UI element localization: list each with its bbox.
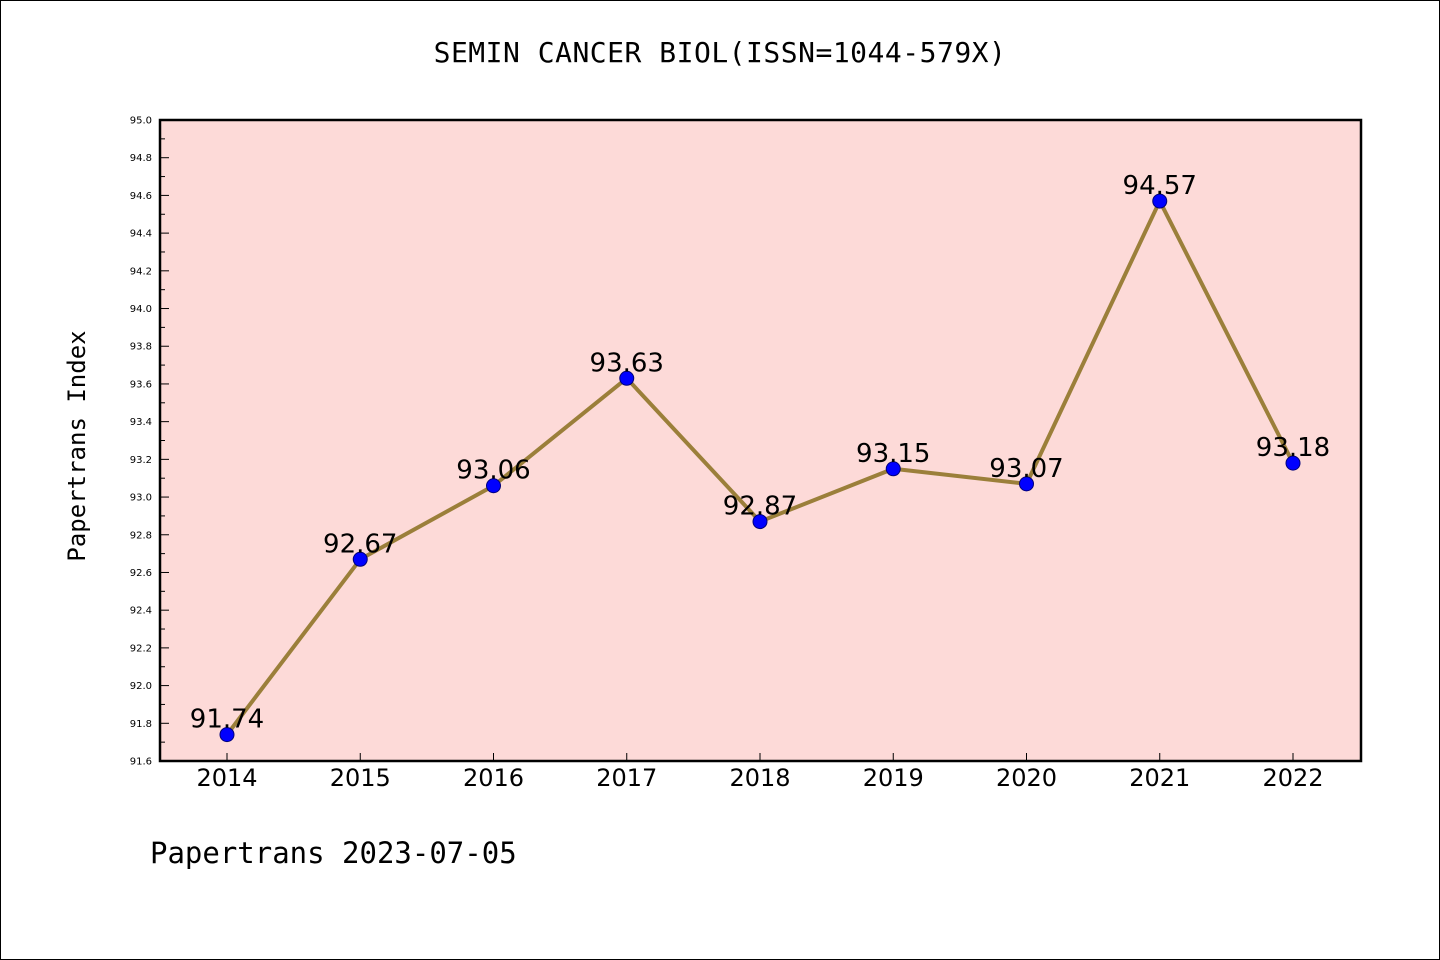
data-label: 94.57 xyxy=(1123,171,1197,201)
x-axis-ticks: 2014 2015 2016 2017 2018 2019 2020 2021 2022 xyxy=(196,753,1324,792)
data-label: 93.63 xyxy=(590,348,664,378)
y-tick-label: 94.6 xyxy=(130,191,152,202)
x-tick-label: 2017 xyxy=(596,764,657,792)
y-tick-label: 94.0 xyxy=(130,304,152,315)
y-tick-label: 93.0 xyxy=(130,493,152,504)
data-point xyxy=(352,551,368,567)
data-point xyxy=(219,727,235,743)
y-tick-label: 92.2 xyxy=(130,643,152,654)
y-tick-label: 94.8 xyxy=(130,153,152,164)
data-label: 91.74 xyxy=(190,705,264,735)
data-point xyxy=(885,461,901,477)
y-tick-label: 93.6 xyxy=(130,379,152,390)
data-point xyxy=(1285,455,1301,471)
y-tick-label: 92.0 xyxy=(130,681,152,692)
data-point xyxy=(752,514,768,530)
y-tick-label: 93.8 xyxy=(130,342,152,353)
y-tick-label: 95.0 xyxy=(130,116,152,127)
x-tick-label: 2021 xyxy=(1129,764,1190,792)
data-label: 93.07 xyxy=(989,454,1063,484)
chart-title: SEMIN CANCER BIOL(ISSN=1044-579X) xyxy=(433,36,1007,69)
data-point xyxy=(619,370,635,386)
data-label: 93.15 xyxy=(856,439,930,469)
plot-border xyxy=(158,118,1363,763)
data-label: 92.67 xyxy=(323,529,397,559)
plot-area xyxy=(160,120,1361,761)
y-tick-label: 93.2 xyxy=(130,455,152,466)
x-tick-label: 2016 xyxy=(463,764,524,792)
x-tick-label: 2018 xyxy=(729,764,790,792)
data-label: 93.06 xyxy=(456,456,530,486)
x-tick-label: 2015 xyxy=(330,764,391,792)
x-tick-label: 2022 xyxy=(1262,764,1323,792)
data-label: 92.87 xyxy=(723,492,797,522)
series-markers xyxy=(219,193,1301,743)
x-tick-label: 2014 xyxy=(196,764,257,792)
y-tick-label: 92.8 xyxy=(130,530,152,541)
y-tick-label: 91.6 xyxy=(130,757,152,768)
data-point xyxy=(486,478,501,494)
y-tick-label: 94.2 xyxy=(130,266,152,277)
y-tick-label: 91.8 xyxy=(130,719,152,730)
x-tick-label: 2019 xyxy=(863,764,924,792)
data-point xyxy=(1019,476,1034,492)
series-data-labels: 91.74 92.67 93.06 93.63 92.87 93.15 93.07 94.57… xyxy=(190,171,1330,735)
y-tick-label: 93.4 xyxy=(130,417,152,428)
y-tick-label: 92.6 xyxy=(130,568,152,579)
y-tick-label: 94.4 xyxy=(130,229,152,240)
data-label: 93.18 xyxy=(1256,433,1330,463)
data-point xyxy=(1152,193,1168,209)
footer-note: Papertrans 2023-07-05 xyxy=(150,836,517,870)
x-tick-label: 2020 xyxy=(996,764,1057,792)
y-tick-label: 92.4 xyxy=(130,606,152,617)
